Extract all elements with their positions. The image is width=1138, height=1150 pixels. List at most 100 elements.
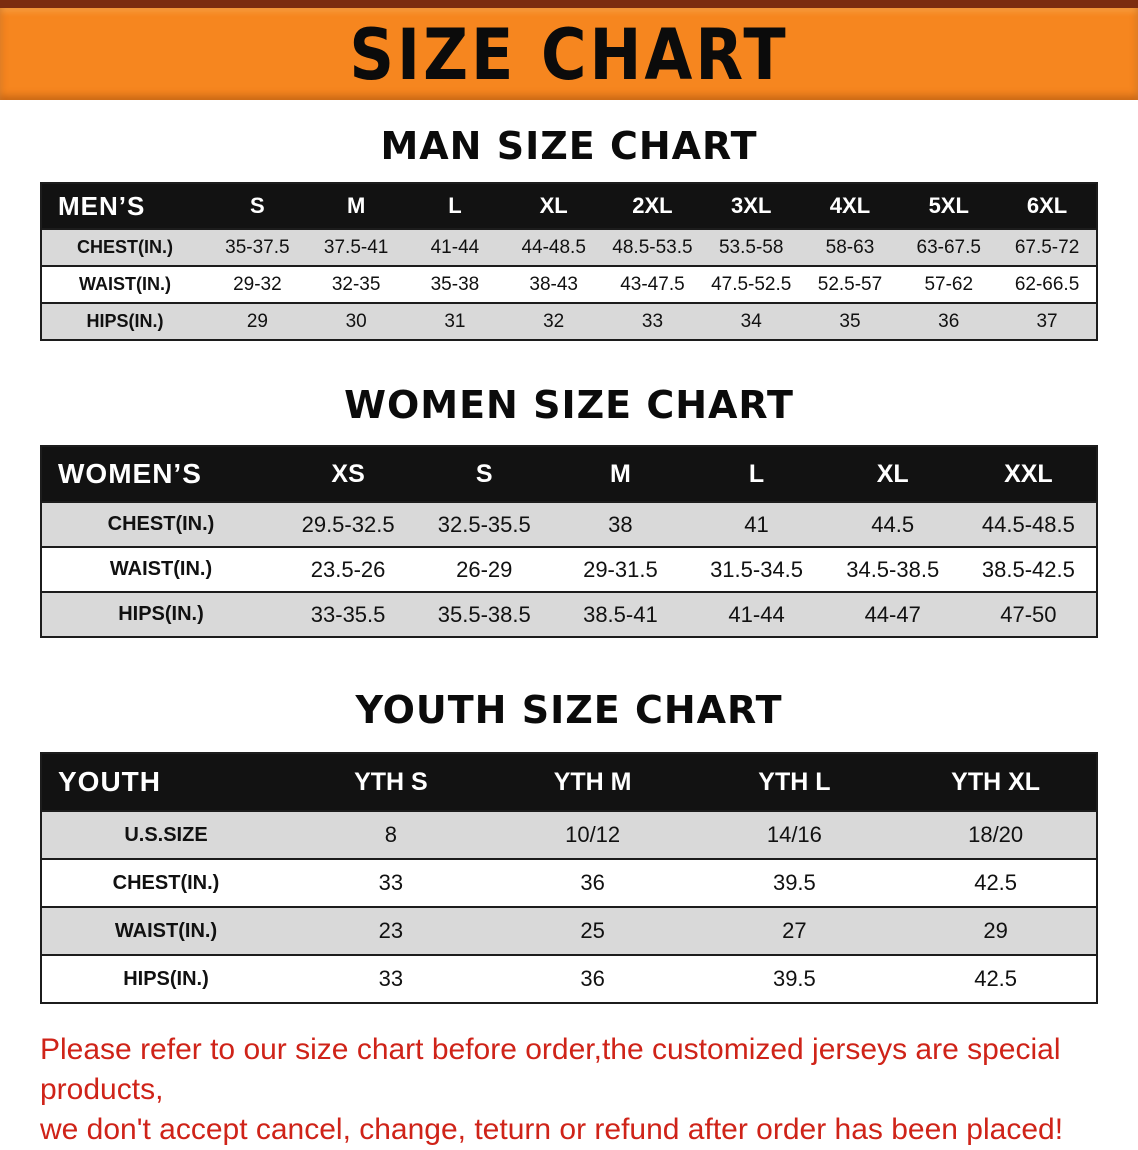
size-value-cell: 37.5-41 [306, 228, 406, 267]
size-value-cell: 42.5 [895, 954, 1097, 1004]
size-column-header: YTH M [491, 752, 694, 812]
men-size-section: MAN SIZE CHART MEN’S S M L XL 2XL 3XL 4XL 5XL 6XL… [0, 124, 1138, 341]
table-corner-label: MEN’S [41, 182, 208, 230]
size-value-cell: 47-50 [960, 591, 1097, 638]
table-row: CHEST(IN.) 33 36 39.5 42.5 [41, 858, 1097, 908]
size-value-cell: 41-44 [688, 591, 825, 638]
size-value-cell: 38 [552, 501, 689, 548]
men-size-table-body: CHEST(IN.) 35-37.5 37.5-41 41-44 44-48.5 48.5… [41, 228, 1097, 341]
size-value-cell: 34 [701, 302, 801, 341]
size-value-cell: 30 [306, 302, 406, 341]
size-value-cell: 10/12 [491, 810, 694, 860]
size-value-cell: 39.5 [693, 954, 896, 1004]
size-value-cell: 35-37.5 [208, 228, 307, 267]
size-value-cell: 14/16 [693, 810, 896, 860]
disclaimer-line-2: we don't accept cancel, change, teturn o… [40, 1112, 1064, 1146]
size-value-cell: 32 [504, 302, 604, 341]
size-value-cell: 44-47 [824, 591, 961, 638]
youth-size-table-container: YOUTH YTH S YTH M YTH L YTH XL U.S.SIZE 8 10/12… [40, 752, 1098, 1004]
size-column-header: L [405, 182, 505, 230]
row-label: HIPS(IN.) [41, 591, 280, 638]
page-title: SIZE CHART [349, 12, 789, 96]
size-column-header: YTH XL [895, 752, 1097, 812]
size-value-cell: 34.5-38.5 [824, 546, 961, 593]
size-value-cell: 27 [693, 906, 896, 956]
size-value-cell: 31.5-34.5 [688, 546, 825, 593]
men-size-table: MEN’S S M L XL 2XL 3XL 4XL 5XL 6XL CHEST(IN.) 35-37… [40, 182, 1098, 341]
size-column-header: 4XL [800, 182, 900, 230]
size-value-cell: 23 [290, 906, 492, 956]
size-value-cell: 36 [899, 302, 999, 341]
youth-section-heading: YOUTH SIZE CHART [355, 688, 783, 732]
row-label: WAIST(IN.) [41, 546, 280, 593]
size-value-cell: 44.5-48.5 [960, 501, 1097, 548]
size-value-cell: 47.5-52.5 [701, 265, 801, 304]
size-value-cell: 33 [290, 858, 492, 908]
size-value-cell: 44-48.5 [504, 228, 604, 267]
youth-size-table-head: YOUTH YTH S YTH M YTH L YTH XL [41, 752, 1097, 812]
size-value-cell: 29 [208, 302, 307, 341]
table-row: HIPS(IN.) 29 30 31 32 33 34 35 36 37 [41, 302, 1097, 341]
size-value-cell: 38.5-42.5 [960, 546, 1097, 593]
size-value-cell: 32-35 [306, 265, 406, 304]
size-value-cell: 29-31.5 [552, 546, 689, 593]
row-label: HIPS(IN.) [41, 302, 208, 341]
youth-size-table: YOUTH YTH S YTH M YTH L YTH XL U.S.SIZE 8 10/12… [40, 752, 1098, 1004]
youth-size-table-body: U.S.SIZE 8 10/12 14/16 18/20 CHEST(IN.) 33 36 39… [41, 810, 1097, 1004]
table-row: WAIST(IN.) 23.5-26 26-29 29-31.5 31.5-34.5 34… [41, 546, 1097, 593]
women-size-table: WOMEN’S XS S M L XL XXL CHEST(IN.) 29.5-32.5 32.5… [40, 445, 1098, 638]
header-row: YOUTH YTH S YTH M YTH L YTH XL [41, 752, 1097, 812]
size-value-cell: 48.5-53.5 [603, 228, 702, 267]
women-section-heading: WOMEN SIZE CHART [344, 383, 794, 427]
women-size-table-body: CHEST(IN.) 29.5-32.5 32.5-35.5 38 41 44.5 44.5… [41, 501, 1097, 638]
size-value-cell: 35.5-38.5 [416, 591, 553, 638]
size-value-cell: 33-35.5 [280, 591, 417, 638]
size-value-cell: 36 [491, 954, 694, 1004]
size-value-cell: 33 [603, 302, 702, 341]
size-value-cell: 32.5-35.5 [416, 501, 553, 548]
size-value-cell: 26-29 [416, 546, 553, 593]
size-value-cell: 23.5-26 [280, 546, 417, 593]
size-value-cell: 35 [800, 302, 900, 341]
size-value-cell: 33 [290, 954, 492, 1004]
table-row: WAIST(IN.) 23 25 27 29 [41, 906, 1097, 956]
size-value-cell: 29-32 [208, 265, 307, 304]
row-label: CHEST(IN.) [41, 228, 208, 267]
women-size-table-head: WOMEN’S XS S M L XL XXL [41, 445, 1097, 503]
header-row: MEN’S S M L XL 2XL 3XL 4XL 5XL 6XL [41, 182, 1097, 230]
size-column-header: 3XL [701, 182, 801, 230]
size-column-header: M [306, 182, 406, 230]
table-row: CHEST(IN.) 29.5-32.5 32.5-35.5 38 41 44.5 44.5… [41, 501, 1097, 548]
size-column-header: M [552, 445, 689, 503]
table-row: U.S.SIZE 8 10/12 14/16 18/20 [41, 810, 1097, 860]
youth-size-section: YOUTH SIZE CHART YOUTH YTH S YTH M YTH L YTH… [0, 688, 1138, 1004]
women-size-table-container: WOMEN’S XS S M L XL XXL CHEST(IN.) 29.5-32.5 32.5… [40, 445, 1098, 638]
size-column-header: S [416, 445, 553, 503]
size-column-header: XL [824, 445, 961, 503]
size-value-cell: 67.5-72 [998, 228, 1097, 267]
men-size-table-container: MEN’S S M L XL 2XL 3XL 4XL 5XL 6XL CHEST(IN.) 35-37… [40, 182, 1098, 341]
row-label: WAIST(IN.) [41, 906, 290, 956]
size-value-cell: 35-38 [405, 265, 505, 304]
size-value-cell: 31 [405, 302, 505, 341]
table-corner-label: WOMEN’S [41, 445, 280, 503]
size-value-cell: 29 [895, 906, 1097, 956]
size-value-cell: 37 [998, 302, 1097, 341]
table-row: HIPS(IN.) 33 36 39.5 42.5 [41, 954, 1097, 1004]
size-value-cell: 29.5-32.5 [280, 501, 417, 548]
size-value-cell: 62-66.5 [998, 265, 1097, 304]
row-label: U.S.SIZE [41, 810, 290, 860]
size-column-header: YTH L [693, 752, 896, 812]
size-column-header: XS [280, 445, 417, 503]
size-value-cell: 41-44 [405, 228, 505, 267]
size-column-header: 6XL [998, 182, 1097, 230]
size-value-cell: 53.5-58 [701, 228, 801, 267]
row-label: CHEST(IN.) [41, 858, 290, 908]
size-value-cell: 43-47.5 [603, 265, 702, 304]
men-section-heading: MAN SIZE CHART [380, 124, 758, 168]
size-column-header: 5XL [899, 182, 999, 230]
size-value-cell: 44.5 [824, 501, 961, 548]
size-column-header: XXL [960, 445, 1097, 503]
size-chart-banner: SIZE CHART [0, 0, 1138, 100]
size-value-cell: 42.5 [895, 858, 1097, 908]
